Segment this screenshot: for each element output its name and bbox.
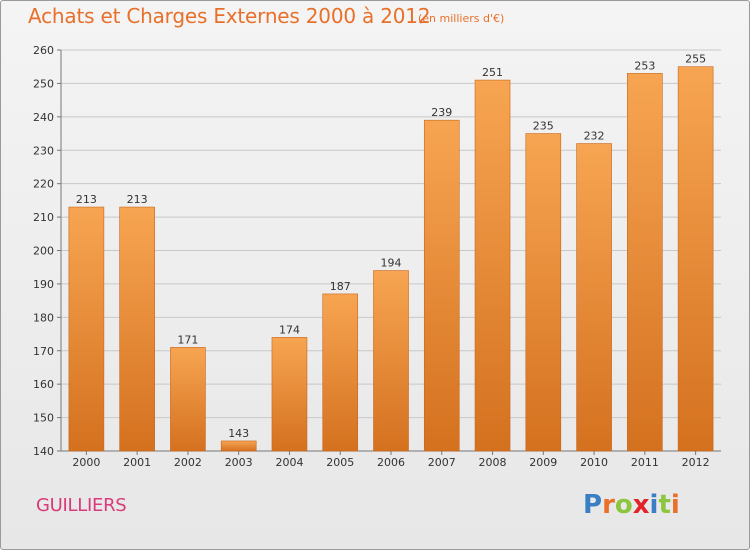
y-tick-label: 230: [33, 144, 54, 157]
y-tick-label: 140: [33, 445, 54, 458]
bar: [677, 66, 714, 452]
logo-letter: i: [670, 490, 680, 520]
logo-letter: P: [583, 490, 603, 520]
x-tick-label: 2012: [682, 456, 710, 469]
data-label: 213: [127, 193, 148, 206]
y-tick-label: 250: [33, 77, 54, 90]
x-tick-label: 2008: [479, 456, 507, 469]
logo-letter: t: [658, 490, 671, 520]
x-tick-label: 2007: [428, 456, 456, 469]
logo-letter: o: [614, 490, 633, 520]
y-tick-label: 170: [33, 345, 54, 358]
bar: [119, 206, 155, 452]
y-tick-label: 150: [33, 412, 54, 425]
plot-area: 140 150 160 170 180 190 200 210 220 230 240 250 260 2…: [33, 44, 721, 469]
x-tick-label: 2010: [580, 456, 608, 469]
x-tick-label: 2011: [631, 456, 659, 469]
proxiti-logo[interactable]: Proxiti: [583, 490, 680, 520]
data-label: 239: [431, 106, 452, 119]
y-tick-label: 160: [33, 378, 54, 391]
data-label: 232: [584, 130, 605, 143]
logo-letter: i: [649, 490, 659, 520]
data-label: 253: [634, 59, 655, 72]
bar: [170, 347, 206, 452]
x-tick-label: 2001: [123, 456, 151, 469]
bar: [474, 79, 511, 452]
chart-subtitle: (en milliers d'€): [418, 12, 505, 25]
commune-name: GUILLIERS: [36, 495, 127, 516]
y-tick-label: 190: [33, 278, 54, 291]
bar: [627, 73, 663, 452]
data-label: 194: [381, 257, 402, 270]
bar: [220, 440, 257, 452]
y-tick-label: 210: [33, 211, 54, 224]
x-tick-label: 2009: [529, 456, 557, 469]
data-label: 171: [177, 333, 198, 346]
bar: [68, 206, 105, 452]
y-tick-label: 180: [33, 311, 54, 324]
x-tick-label: 2006: [377, 456, 405, 469]
chart-title: Achats et Charges Externes 2000 à 2012: [28, 4, 431, 28]
x-tick-label: 2002: [174, 456, 202, 469]
data-label: 235: [533, 120, 554, 133]
bar: [525, 133, 562, 452]
y-tick-label: 200: [33, 245, 54, 258]
data-label: 174: [279, 323, 300, 336]
bar: [423, 119, 460, 452]
x-tick-label: 2004: [275, 456, 303, 469]
bar: [271, 337, 308, 452]
data-label: 187: [330, 280, 351, 293]
x-tick-label: 2005: [326, 456, 354, 469]
y-tick-label: 260: [33, 44, 54, 57]
y-tick-label: 220: [33, 178, 54, 191]
data-label: 251: [482, 66, 503, 79]
bar: [576, 143, 612, 452]
bar: [322, 293, 359, 452]
x-tick-label: 2003: [225, 456, 253, 469]
logo-letter: r: [602, 490, 615, 520]
data-label: 255: [685, 53, 706, 66]
y-tick-label: 240: [33, 111, 54, 124]
data-label: 143: [228, 427, 249, 440]
logo-letter: x: [632, 490, 650, 520]
bar: [373, 270, 409, 452]
x-tick-label: 2000: [72, 456, 100, 469]
data-label: 213: [76, 193, 97, 206]
